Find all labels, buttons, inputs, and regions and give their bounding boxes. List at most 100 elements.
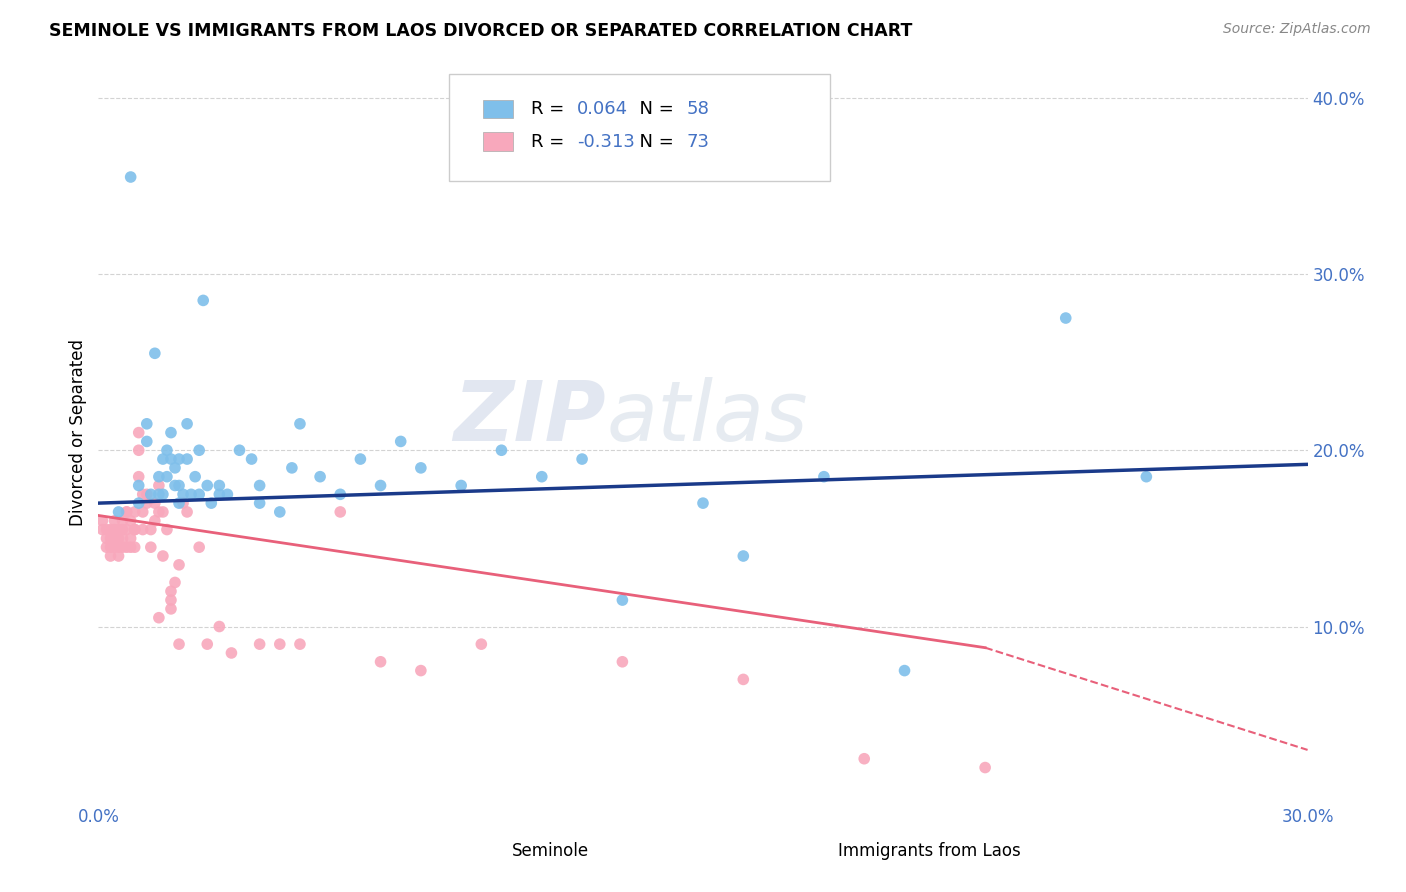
Point bbox=[107, 532, 129, 546]
Point bbox=[329, 505, 352, 519]
Point bbox=[135, 417, 157, 431]
Point bbox=[853, 752, 876, 766]
Text: Source: ZipAtlas.com: Source: ZipAtlas.com bbox=[1223, 22, 1371, 37]
Point bbox=[96, 540, 118, 554]
Point bbox=[111, 514, 134, 528]
Point bbox=[96, 532, 118, 546]
Point bbox=[450, 478, 472, 492]
FancyBboxPatch shape bbox=[482, 100, 513, 119]
Point bbox=[124, 540, 146, 554]
Point bbox=[288, 417, 311, 431]
Point bbox=[120, 169, 142, 184]
Point bbox=[124, 523, 146, 537]
Text: -0.313: -0.313 bbox=[578, 133, 636, 151]
Point bbox=[115, 540, 138, 554]
Point bbox=[167, 637, 190, 651]
Text: Immigrants from Laos: Immigrants from Laos bbox=[838, 842, 1021, 860]
Point bbox=[370, 655, 392, 669]
FancyBboxPatch shape bbox=[482, 132, 513, 151]
Point bbox=[148, 610, 170, 624]
Point bbox=[111, 532, 134, 546]
Point bbox=[281, 461, 304, 475]
Point bbox=[107, 549, 129, 563]
Point bbox=[208, 619, 231, 633]
Point bbox=[135, 487, 157, 501]
Text: SEMINOLE VS IMMIGRANTS FROM LAOS DIVORCED OR SEPARATED CORRELATION CHART: SEMINOLE VS IMMIGRANTS FROM LAOS DIVORCE… bbox=[49, 22, 912, 40]
Point bbox=[733, 549, 755, 563]
Point bbox=[100, 532, 122, 546]
Point bbox=[152, 487, 174, 501]
Point bbox=[139, 523, 162, 537]
Point bbox=[249, 496, 271, 510]
Point bbox=[128, 443, 150, 458]
Point bbox=[193, 293, 215, 308]
Point bbox=[180, 487, 202, 501]
FancyBboxPatch shape bbox=[479, 840, 506, 862]
Point bbox=[139, 540, 162, 554]
Point bbox=[103, 514, 125, 528]
Point bbox=[156, 469, 179, 483]
Point bbox=[91, 523, 114, 537]
Point bbox=[124, 523, 146, 537]
Point bbox=[249, 637, 271, 651]
Point bbox=[163, 478, 186, 492]
Point bbox=[128, 478, 150, 492]
Point bbox=[91, 514, 114, 528]
Point bbox=[111, 540, 134, 554]
Point bbox=[103, 532, 125, 546]
FancyBboxPatch shape bbox=[449, 73, 830, 181]
Point bbox=[195, 478, 218, 492]
Point bbox=[188, 443, 211, 458]
Point bbox=[152, 452, 174, 467]
Point bbox=[160, 602, 183, 616]
Point bbox=[163, 575, 186, 590]
Point bbox=[530, 469, 553, 483]
Point bbox=[208, 487, 231, 501]
Point bbox=[208, 478, 231, 492]
Point bbox=[148, 478, 170, 492]
Point bbox=[249, 478, 271, 492]
Point bbox=[152, 505, 174, 519]
Text: R =: R = bbox=[531, 133, 571, 151]
Text: atlas: atlas bbox=[606, 377, 808, 458]
Point bbox=[115, 523, 138, 537]
Point bbox=[132, 523, 155, 537]
Point bbox=[107, 523, 129, 537]
Point bbox=[176, 452, 198, 467]
Point bbox=[200, 496, 222, 510]
Point bbox=[143, 496, 166, 510]
Point bbox=[167, 496, 190, 510]
Point bbox=[172, 496, 194, 510]
Point bbox=[111, 523, 134, 537]
Point bbox=[195, 637, 218, 651]
Point bbox=[160, 593, 183, 607]
Point bbox=[349, 452, 371, 467]
Point bbox=[100, 523, 122, 537]
Point bbox=[974, 760, 997, 774]
Point bbox=[813, 469, 835, 483]
Point bbox=[309, 469, 332, 483]
Point bbox=[163, 461, 186, 475]
Point bbox=[135, 434, 157, 449]
Text: N =: N = bbox=[628, 100, 679, 118]
Point bbox=[409, 461, 432, 475]
Point bbox=[491, 443, 513, 458]
Text: ZIP: ZIP bbox=[454, 377, 606, 458]
Point bbox=[612, 655, 634, 669]
Point bbox=[132, 505, 155, 519]
Point bbox=[156, 523, 179, 537]
Point bbox=[176, 505, 198, 519]
Point bbox=[124, 505, 146, 519]
Point bbox=[188, 540, 211, 554]
Point bbox=[184, 469, 207, 483]
Point bbox=[409, 664, 432, 678]
Text: 0.064: 0.064 bbox=[578, 100, 628, 118]
Point bbox=[389, 434, 412, 449]
Point bbox=[160, 425, 183, 440]
Point bbox=[370, 478, 392, 492]
Point bbox=[288, 637, 311, 651]
Point bbox=[107, 540, 129, 554]
Point bbox=[240, 452, 263, 467]
Point bbox=[228, 443, 250, 458]
Point bbox=[167, 558, 190, 572]
